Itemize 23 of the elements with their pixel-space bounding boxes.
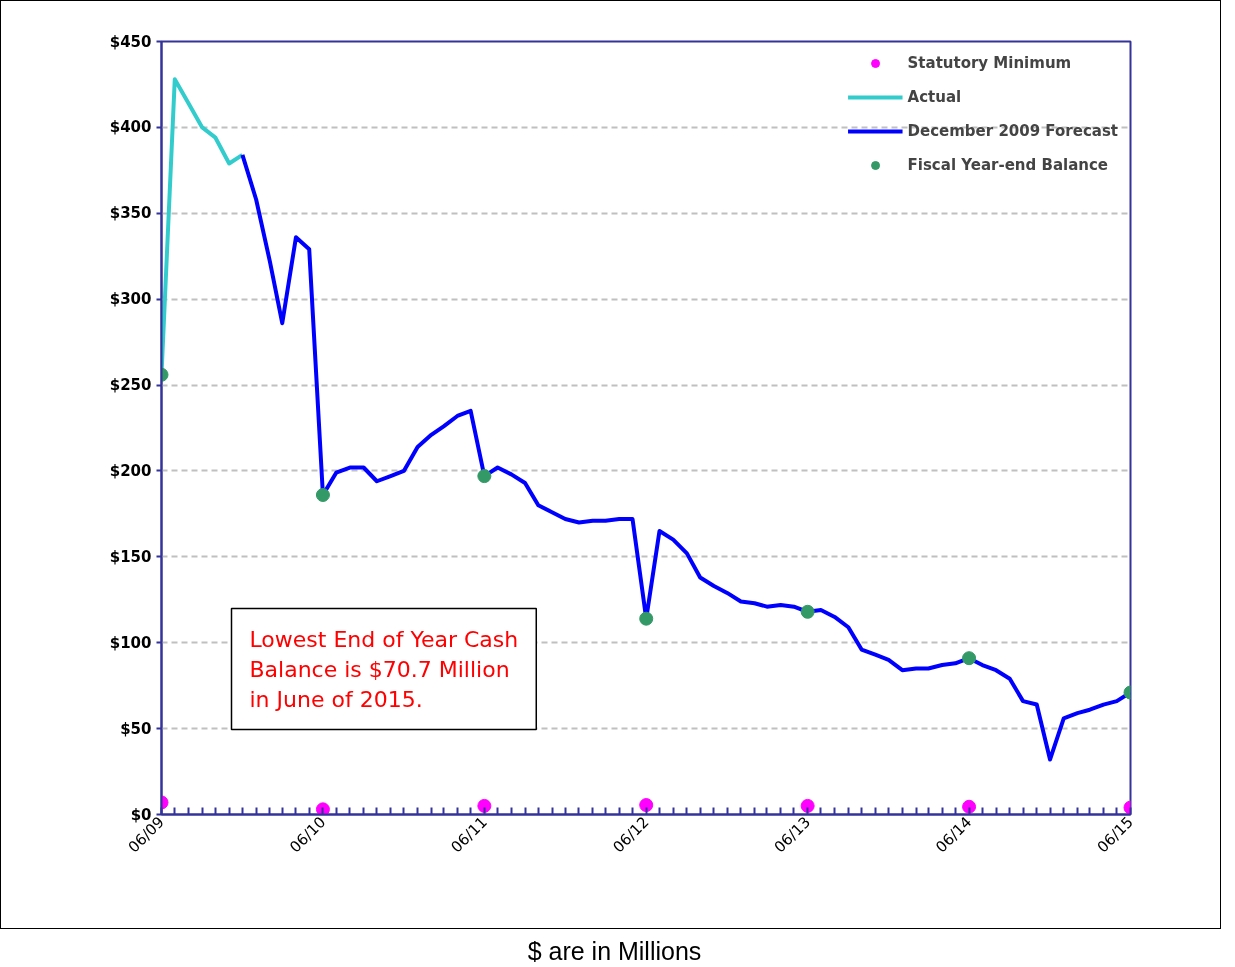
text: $ are in Millions — [527, 936, 702, 967]
annotation: Lowest End of Year Cash Balance is $70.7 Million in June of 2015. — [249, 626, 519, 712]
point — [800, 604, 815, 619]
y-tick-label: $100 — [109, 633, 152, 652]
y-tick-label: $350 — [109, 204, 152, 223]
point — [639, 798, 654, 813]
y-tick-label: $450 — [109, 32, 152, 51]
point — [800, 798, 815, 813]
legend-label: Actual — [907, 88, 962, 106]
y-tick-label: $50 — [120, 719, 152, 738]
point — [477, 798, 492, 813]
point — [962, 799, 977, 814]
point — [639, 611, 654, 626]
y-tick-label: $150 — [109, 547, 152, 566]
y-tick-label: $300 — [109, 290, 152, 309]
y-tick-label: $400 — [109, 118, 152, 137]
y-tick-label: $250 — [109, 376, 152, 395]
point — [962, 651, 977, 666]
legend-label: Statutory Minimum — [907, 54, 1072, 72]
legend-label: December 2009 Forecast — [907, 122, 1118, 140]
legend-label: Fiscal Year-end Balance — [907, 156, 1109, 174]
y-tick-label: $200 — [109, 461, 152, 480]
point — [477, 469, 492, 484]
